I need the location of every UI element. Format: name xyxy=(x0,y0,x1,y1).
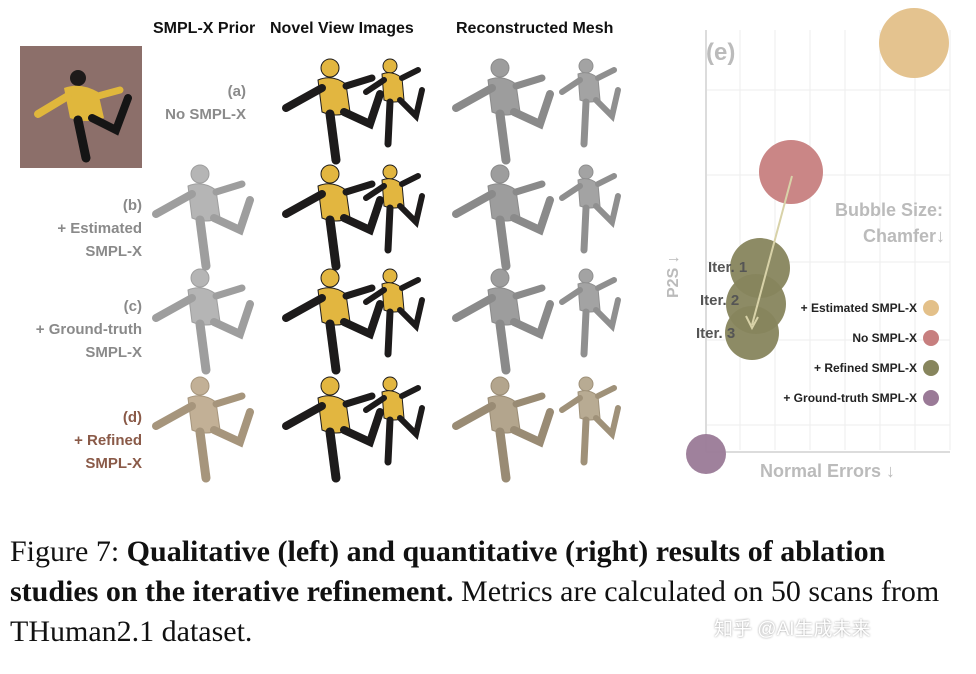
y-axis-label: P2S ↓ xyxy=(665,255,682,298)
x-axis-label: Normal Errors ↓ xyxy=(760,461,895,481)
header-smplx-prior: SMPL-X Prior xyxy=(153,20,256,37)
legend-label-no-smplx: No SMPL-X xyxy=(852,331,917,345)
legend-swatch-refined xyxy=(923,360,939,376)
chart-grid xyxy=(706,30,951,450)
figure-caption: Figure 7: Qualitative (left) and quantit… xyxy=(10,532,970,652)
input-photo xyxy=(20,46,142,168)
caption-bold: Qualitative (left) and quantitative (rig… xyxy=(10,535,886,608)
legend-swatch-ground-truth xyxy=(923,390,939,406)
bubble-estimated-smplx xyxy=(879,8,949,78)
legend-label-refined: + Refined SMPL-X xyxy=(814,361,917,375)
bubble-ground-truth-smplx xyxy=(686,434,726,474)
bubble-size-note-1: Bubble Size: xyxy=(835,200,943,220)
iter-label-2: Iter. 2 xyxy=(700,292,739,309)
row-label-a: (a) No SMPL-X xyxy=(165,83,246,123)
legend-label-ground-truth: + Ground-truth SMPL-X xyxy=(783,391,917,405)
row-label-d: (d) + Refined SMPL-X xyxy=(74,409,142,472)
bubble-chart: (e) Iter. 1 Iter. 2 Iter. 3 Bubble Size:… xyxy=(665,8,951,481)
row-label-b: (b) + Estimated SMPL-X xyxy=(57,197,142,260)
bubble-iter-3 xyxy=(725,306,779,360)
refinement-arrowhead xyxy=(745,315,759,331)
bubble-no-smplx xyxy=(759,140,823,204)
panel-label: (e) xyxy=(706,39,735,66)
row-label-c: (c) + Ground-truth SMPL-X xyxy=(35,298,142,361)
legend: + Estimated SMPL-X No SMPL-X + Refined S… xyxy=(783,300,939,406)
bubble-size-note-2: Chamfer↓ xyxy=(863,226,945,246)
header-reconstructed-mesh: Reconstructed Mesh xyxy=(456,20,614,37)
watermark: 知乎 @AI生成未来 xyxy=(714,619,871,640)
legend-label-estimated: + Estimated SMPL-X xyxy=(801,301,917,315)
legend-swatch-no-smplx xyxy=(923,330,939,346)
caption-rest: Metrics are calculated on 50 scans from … xyxy=(10,575,940,648)
caption-prefix: Figure 7: xyxy=(10,535,127,568)
iter-label-1: Iter. 1 xyxy=(708,259,747,276)
header-novel-view: Novel View Images xyxy=(270,20,414,37)
iter-label-3: Iter. 3 xyxy=(696,325,735,342)
legend-swatch-estimated xyxy=(923,300,939,316)
refinement-arrow xyxy=(751,175,793,326)
